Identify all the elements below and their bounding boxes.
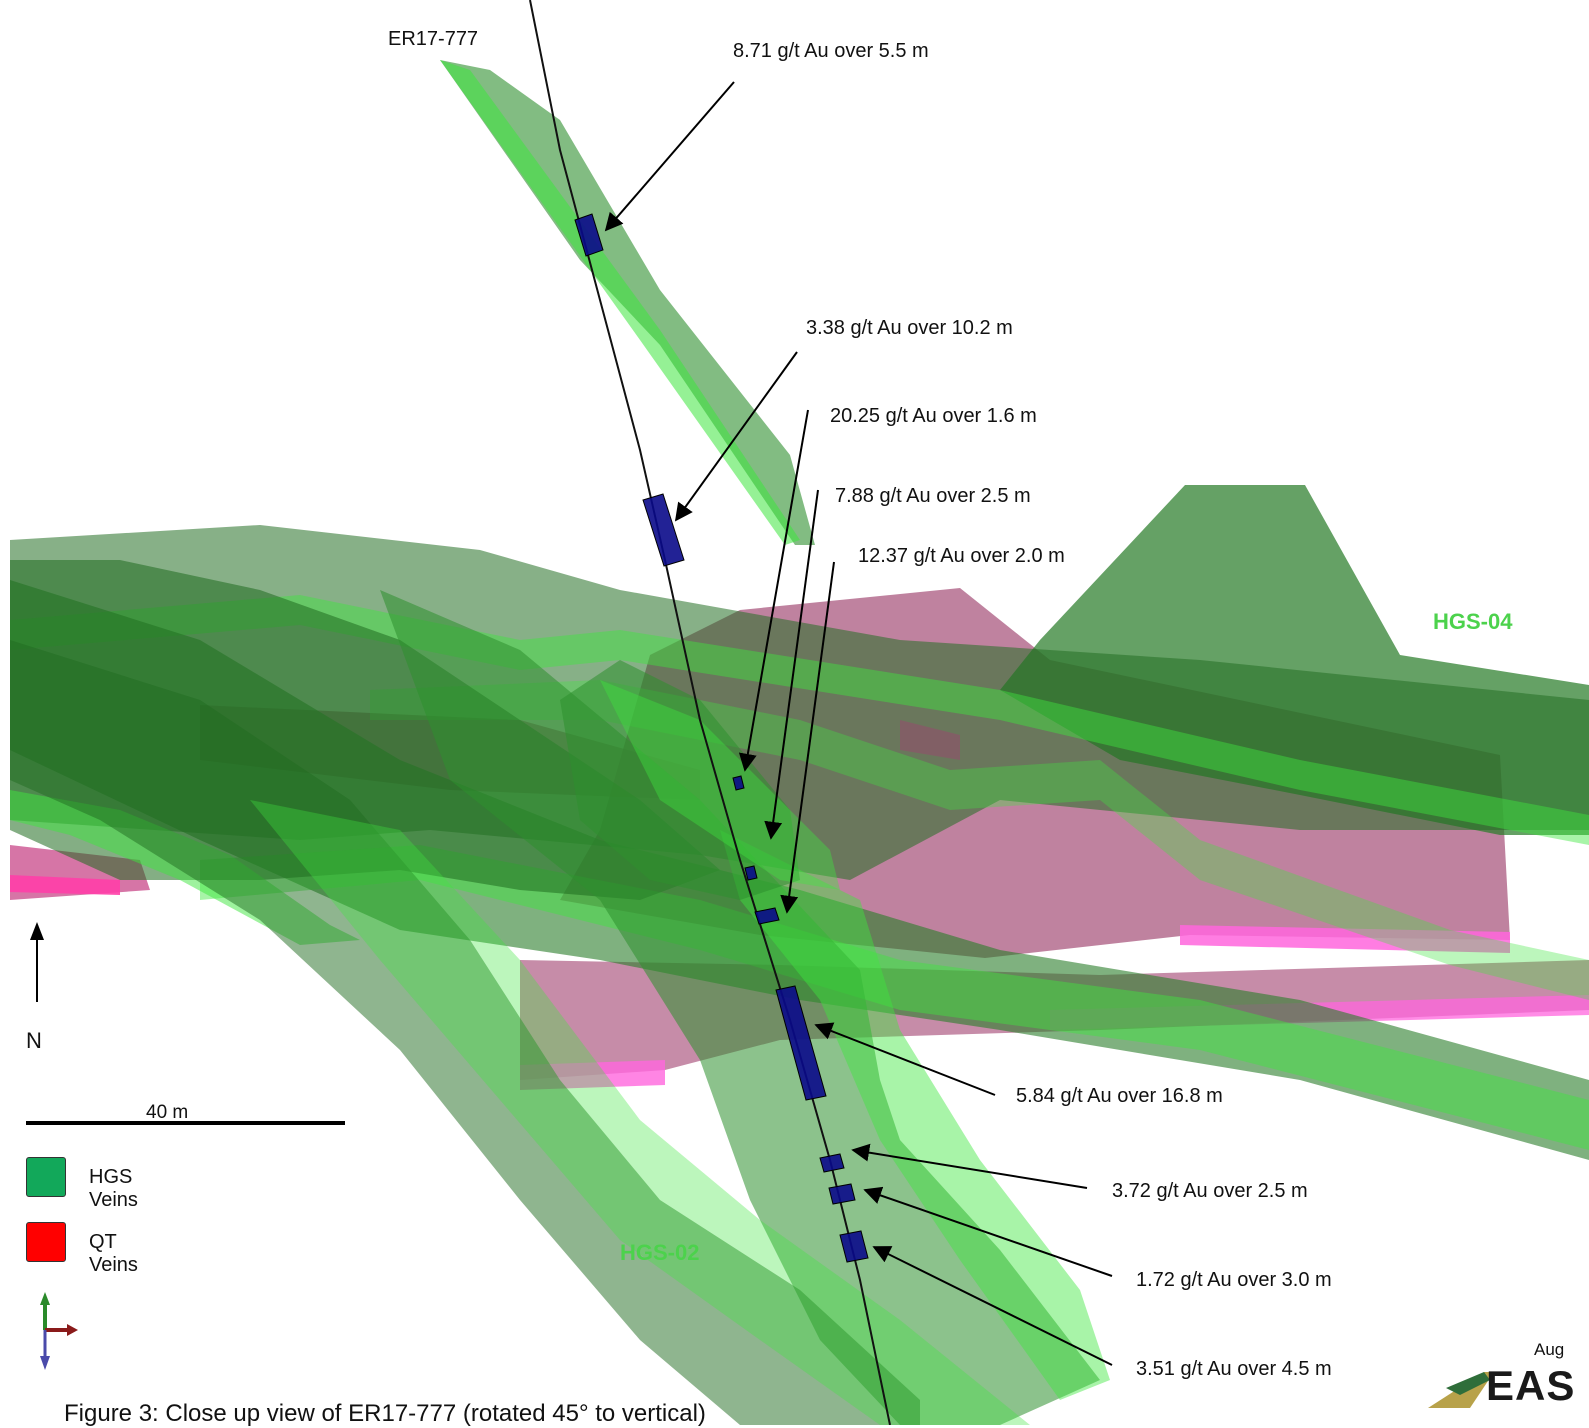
figure-caption: Figure 3: Close up view of ER17-777 (rot… [64,1400,706,1427]
intercept-label: 1.72 g/t Au over 3.0 m [1136,1269,1332,1291]
drill-hole-label: ER17-777 [388,28,479,50]
hgs-vein-lower-sweep [10,580,1589,1160]
intercept-label: 5.84 g/t Au over 16.8 m [1016,1085,1223,1107]
intercept-block-2 [642,493,685,567]
leader-arrow-7 [851,1143,1088,1189]
north-label: N [26,1028,42,1053]
north-arrow [30,922,44,1002]
intercept-block-7 [819,1153,845,1173]
intercept-label: 20.25 g/t Au over 1.6 m [830,405,1037,427]
intercept-block-8 [828,1183,856,1205]
intercept-label: 7.88 g/t Au over 2.5 m [835,485,1031,507]
hgs-vein-south-diagonal-2 [10,640,920,1425]
leader-arrow-3 [738,409,809,772]
intercept-label: 12.37 g/t Au over 2.0 m [858,545,1065,567]
legend-swatch-hgs [26,1157,66,1197]
hgs-vein-upper-diagonal-bright [440,60,800,545]
leader-arrow-5 [780,561,835,914]
company-logo: EAS [1486,1362,1576,1409]
leader-arrow-9 [872,1246,1113,1366]
hgs-veins [10,60,1589,1425]
zone-label-hgs02: HGS-02 [620,1240,700,1265]
intercept-label: 8.71 g/t Au over 5.5 m [733,40,929,62]
leader-arrow-2 [674,351,798,522]
intercept-block-3 [732,775,745,791]
intercept-label: 3.72 g/t Au over 2.5 m [1112,1180,1308,1202]
hgs-vein-center-lobe [560,660,800,900]
logo-chevron-dark [1446,1372,1490,1395]
leader-arrow-8 [863,1186,1113,1277]
intercept-label: 3.38 g/t Au over 10.2 m [806,317,1013,339]
hgs-vein-south-diagonal-bright [720,830,1110,1400]
leader-arrows [604,81,1113,1366]
intercept-block-1 [574,213,604,257]
intercept-block-6 [775,985,827,1101]
hgs-vein-lower-sweep-bright [200,845,1589,1150]
legend-label-hgs: HGS Veins [89,1166,138,1211]
leader-arrow-1 [604,81,735,232]
date-label: Aug [1534,1340,1565,1359]
legend-label-qt: QT Veins [89,1231,138,1276]
qt-vein-central-edge [1180,925,1510,953]
intercept-label: 3.51 g/t Au over 4.5 m [1136,1358,1332,1380]
leader-arrow-4 [764,489,819,840]
scale-label: 40 m [146,1102,189,1123]
intercepts [574,213,869,1263]
legend-swatch-qt [26,1222,66,1262]
hgs-vein-south-diagonal-3 [250,800,1030,1425]
intercept-block-9 [839,1230,869,1263]
intercept-block-4 [744,865,758,881]
hgs-vein-south-diagonal-1 [380,590,1100,1425]
leader-arrow-6 [814,1022,996,1096]
qt-vein-left-edge [10,875,120,895]
zone-label-hgs04: HGS-04 [1433,609,1513,634]
intercept-block-5 [754,907,780,925]
orientation-axes-icon [40,1292,78,1370]
